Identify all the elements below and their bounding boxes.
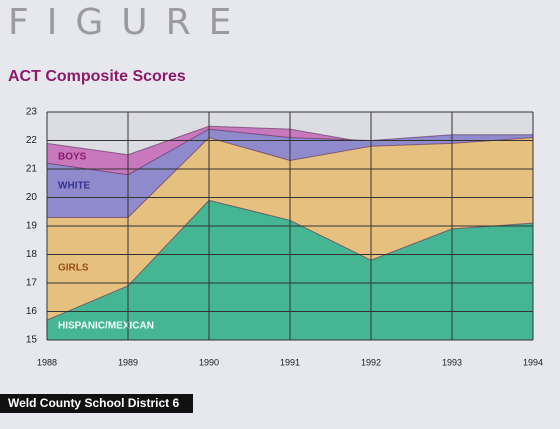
legend-label: WHITE <box>58 181 91 192</box>
x-tick-label: 1990 <box>199 357 219 367</box>
source-box <box>0 394 193 413</box>
legend-label: GIRLS <box>58 263 89 274</box>
x-tick-label: 1993 <box>442 357 462 367</box>
x-tick-label: 1992 <box>361 357 381 367</box>
y-tick-label: 19 <box>26 221 38 232</box>
legend-label: BOYS <box>58 152 87 163</box>
y-tick-label: 16 <box>26 306 38 317</box>
x-tick-label: 1988 <box>37 357 57 367</box>
y-tick-label: 15 <box>26 335 38 346</box>
y-tick-label: 20 <box>26 192 38 203</box>
y-tick-label: 18 <box>26 249 38 260</box>
legend-label: HISPANIC/MEXICAN <box>58 321 154 332</box>
chart-title: ACT Composite Scores <box>8 68 186 85</box>
x-tick-label: 1994 <box>523 357 543 367</box>
x-tick-label: 1989 <box>118 357 138 367</box>
y-tick-label: 17 <box>26 278 38 289</box>
x-tick-label: 1991 <box>280 357 300 367</box>
source: Weld County School District 6 <box>8 396 179 410</box>
header: FIGURE <box>8 2 249 43</box>
y-tick-label: 22 <box>26 135 38 146</box>
y-tick-label: 21 <box>26 164 38 175</box>
y-tick-label: 23 <box>26 107 38 118</box>
